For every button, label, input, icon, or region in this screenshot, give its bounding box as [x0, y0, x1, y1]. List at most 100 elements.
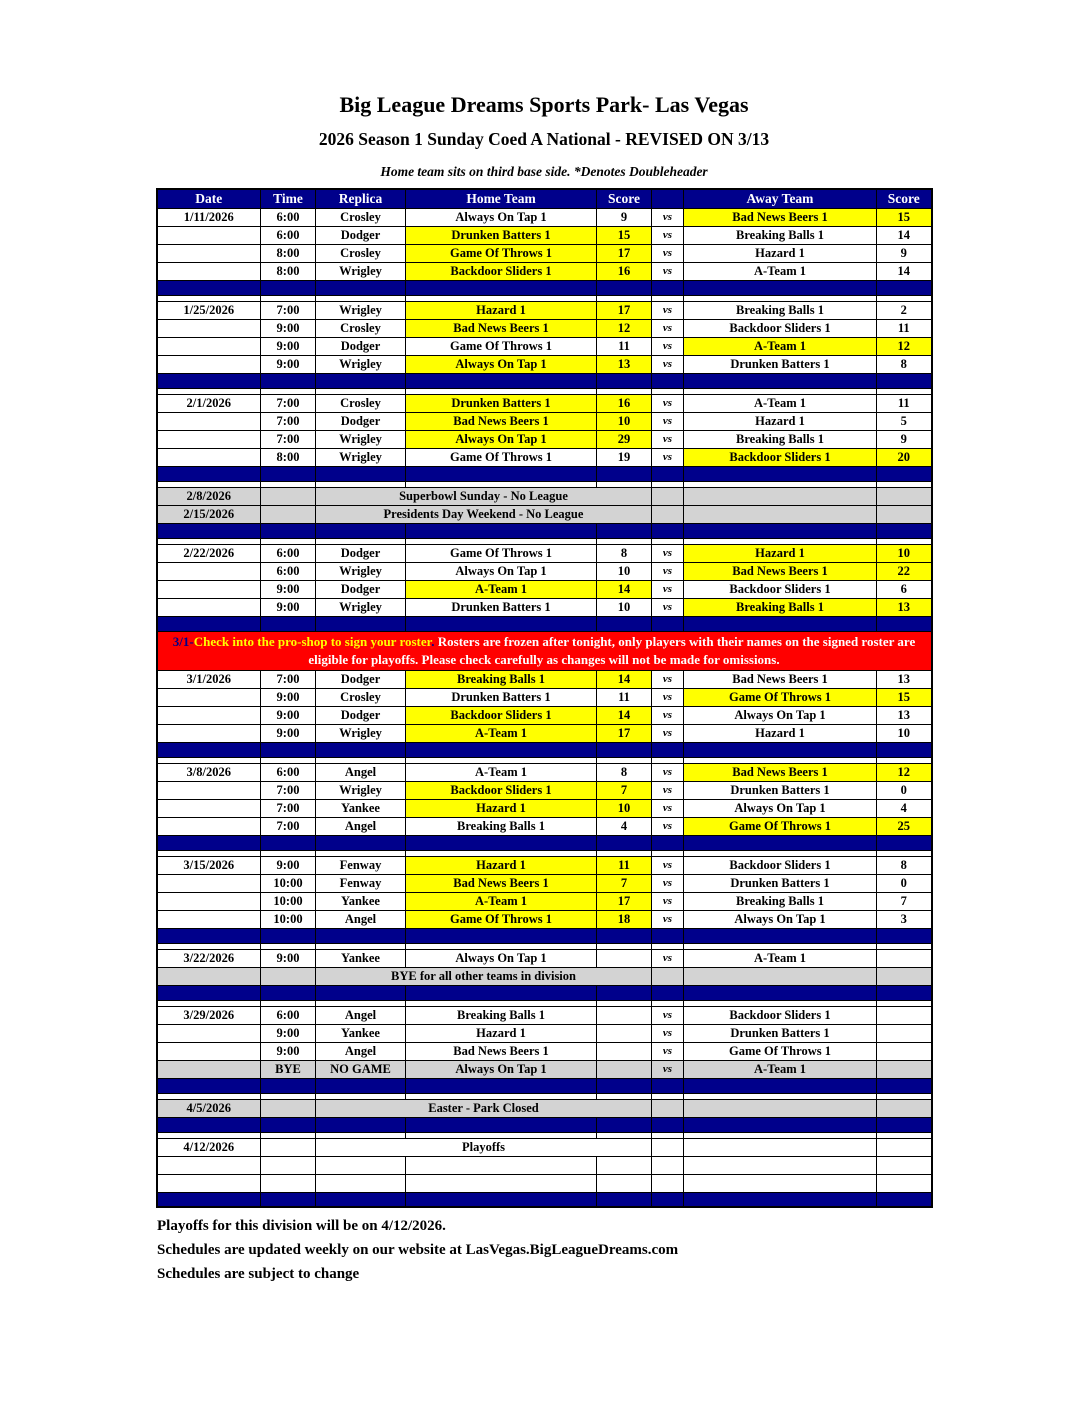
- time-cell: 9:00: [260, 579, 316, 599]
- separator-cell: [156, 279, 261, 296]
- separator-cell: [651, 1191, 684, 1208]
- vs-label: vs: [651, 1059, 684, 1079]
- home-score-cell: [596, 1023, 652, 1043]
- separator-cell: [596, 372, 652, 389]
- time-cell: [260, 1098, 316, 1118]
- vs-label: vs: [651, 354, 684, 374]
- separator-row: [156, 1191, 932, 1208]
- game-row: 2/22/2026 6:00 Dodger Game Of Throws 1 8 vs Ha…: [156, 543, 932, 563]
- separator-cell: [156, 522, 261, 539]
- away-team-cell: Always On Tap 1: [683, 798, 877, 818]
- vs-label: vs: [651, 411, 684, 431]
- vs-label: vs: [651, 393, 684, 413]
- empty-cell: [683, 1173, 877, 1193]
- empty-cell: [260, 1173, 316, 1193]
- game-row: 9:00 Crosley Drunken Batters 1 11 vs Game Of …: [156, 687, 932, 707]
- away-score-cell: [876, 1098, 932, 1118]
- game-row: 1/25/2026 7:00 Wrigley Hazard 1 17 vs Breaking…: [156, 300, 932, 320]
- vs-label: vs: [651, 891, 684, 911]
- separator-cell: [876, 984, 932, 1001]
- roster-notice-cell: 3/1-Check into the pro-shop to sign your…: [156, 630, 932, 671]
- vs-cell: [651, 1137, 684, 1157]
- date-cell: [156, 243, 261, 263]
- away-score-cell: 11: [876, 393, 932, 413]
- away-team-cell: Backdoor Sliders 1: [683, 447, 877, 467]
- away-team-cell: Backdoor Sliders 1: [683, 318, 877, 338]
- vs-label: vs: [651, 798, 684, 818]
- vs-label: vs: [651, 336, 684, 356]
- message-row: 2/15/2026 Presidents Day Weekend - No Lea…: [156, 504, 932, 524]
- date-cell: 3/29/2026: [156, 1005, 261, 1025]
- separator-cell: [156, 465, 261, 482]
- col-home-score: Score: [596, 188, 652, 209]
- away-score-cell: 22: [876, 561, 932, 581]
- col-date: Date: [156, 188, 261, 209]
- separator-row: [156, 615, 932, 632]
- footer-subject-to-change-line: Schedules are subject to change: [157, 1266, 360, 1282]
- away-team-cell: Always On Tap 1: [683, 705, 877, 725]
- home-score-cell: 10: [596, 597, 652, 617]
- schedule-table: Date Time Replica Home Team Score Away Team Sc…: [155, 188, 933, 1208]
- separator-cell: [315, 834, 406, 851]
- away-score-cell: 12: [876, 336, 932, 356]
- separator-cell: [683, 741, 877, 758]
- separator-cell: [651, 522, 684, 539]
- home-score-cell: 10: [596, 411, 652, 431]
- home-score-cell: 17: [596, 891, 652, 911]
- schedule-table-head: Date Time Replica Home Team Score Away Team Sc…: [156, 188, 932, 209]
- home-score-cell: [596, 1041, 652, 1061]
- away-team-cell: Game Of Throws 1: [683, 687, 877, 707]
- separator-cell: [405, 465, 597, 482]
- time-cell: 7:00: [260, 300, 316, 320]
- date-cell: [156, 1023, 261, 1043]
- away-team-cell: A-Team 1: [683, 261, 877, 281]
- away-team-cell: Drunken Batters 1: [683, 780, 877, 800]
- separator-cell: [260, 741, 316, 758]
- home-score-cell: 16: [596, 261, 652, 281]
- home-team-cell: Bad News Beers 1: [405, 318, 597, 338]
- replica-cell: Dodger: [315, 705, 406, 725]
- away-score-cell: [876, 1137, 932, 1157]
- game-row: 10:00 Fenway Bad News Beers 1 7 vs Drunken Ba…: [156, 873, 932, 893]
- home-score-cell: 13: [596, 354, 652, 374]
- replica-cell: Dodger: [315, 579, 406, 599]
- away-team-cell: Bad News Beers 1: [683, 669, 877, 689]
- time-cell: 7:00: [260, 816, 316, 836]
- time-cell: 8:00: [260, 243, 316, 263]
- replica-cell: Fenway: [315, 873, 406, 893]
- away-score-cell: 10: [876, 543, 932, 563]
- game-row: 9:00 Angel Bad News Beers 1 vs Game Of Throw…: [156, 1041, 932, 1061]
- time-cell: [260, 504, 316, 524]
- time-cell: 10:00: [260, 873, 316, 893]
- time-cell: 9:00: [260, 687, 316, 707]
- away-team-cell: Drunken Batters 1: [683, 873, 877, 893]
- vs-label: vs: [651, 597, 684, 617]
- home-team-cell: Breaking Balls 1: [405, 1005, 597, 1025]
- separator-cell: [405, 372, 597, 389]
- away-score-cell: 7: [876, 891, 932, 911]
- date-cell: [156, 411, 261, 431]
- game-row: 2/1/2026 7:00 Crosley Drunken Batters 1 16 vs…: [156, 393, 932, 413]
- separator-cell: [651, 279, 684, 296]
- separator-cell: [651, 984, 684, 1001]
- game-row: 3/1/2026 7:00 Dodger Breaking Balls 1 14 vs Ba…: [156, 669, 932, 689]
- empty-cell: [596, 1155, 652, 1175]
- home-score-cell: 8: [596, 762, 652, 782]
- date-cell: [156, 318, 261, 338]
- separator-cell: [651, 834, 684, 851]
- home-team-cell: Drunken Batters 1: [405, 393, 597, 413]
- away-score-cell: 11: [876, 318, 932, 338]
- away-team-cell: A-Team 1: [683, 948, 877, 968]
- date-cell: 2/1/2026: [156, 393, 261, 413]
- empty-cell: [156, 1155, 261, 1175]
- replica-cell: Crosley: [315, 318, 406, 338]
- home-team-cell: A-Team 1: [405, 723, 597, 743]
- replica-cell: Crosley: [315, 243, 406, 263]
- date-cell: [156, 705, 261, 725]
- empty-cell: [315, 1155, 406, 1175]
- date-cell: 4/5/2026: [156, 1098, 261, 1118]
- separator-cell: [405, 1077, 597, 1094]
- replica-cell: Dodger: [315, 225, 406, 245]
- message-cell: Presidents Day Weekend - No League: [315, 504, 652, 524]
